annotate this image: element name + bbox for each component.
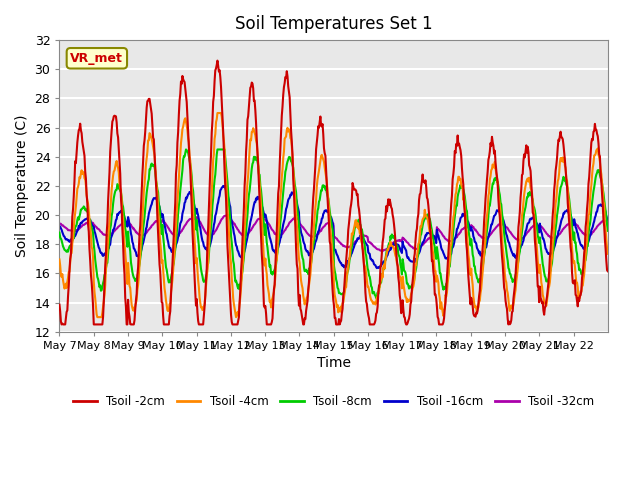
Tsoil -16cm: [269, 248, 277, 253]
Tsoil -8cm: [182, 146, 190, 152]
Text: VR_met: VR_met: [70, 52, 124, 65]
Tsoil -32cm: [378, 248, 386, 254]
Tsoil -8cm: [120, 210, 127, 216]
Line: Tsoil -8cm: Tsoil -8cm: [60, 149, 608, 298]
Tsoil -32cm: [120, 221, 127, 227]
Tsoil -4cm: [250, 125, 257, 131]
Tsoil -4cm: [270, 289, 278, 295]
Tsoil -8cm: [248, 161, 256, 167]
Tsoil -2cm: [56, 302, 63, 308]
Tsoil -8cm: [604, 228, 612, 234]
Tsoil -32cm: [221, 213, 228, 219]
Tsoil -4cm: [93, 314, 101, 320]
Tsoil -8cm: [221, 156, 229, 161]
Tsoil -8cm: [392, 241, 399, 247]
Tsoil -8cm: [269, 269, 277, 275]
Tsoil -4cm: [56, 257, 63, 263]
Tsoil -8cm: [56, 229, 63, 235]
Title: Soil Temperatures Set 1: Soil Temperatures Set 1: [235, 15, 433, 33]
X-axis label: Time: Time: [317, 356, 351, 370]
Tsoil -4cm: [214, 110, 221, 116]
Tsoil -2cm: [121, 272, 129, 277]
Line: Tsoil -2cm: Tsoil -2cm: [60, 60, 608, 324]
Tsoil -32cm: [422, 238, 430, 244]
Tsoil -32cm: [56, 221, 63, 227]
Tsoil -4cm: [422, 213, 430, 219]
Tsoil -16cm: [120, 212, 127, 217]
Line: Tsoil -16cm: Tsoil -16cm: [60, 186, 608, 268]
Tsoil -4cm: [121, 241, 129, 247]
Tsoil -8cm: [372, 295, 380, 301]
Line: Tsoil -32cm: Tsoil -32cm: [60, 215, 608, 251]
Tsoil -2cm: [214, 58, 221, 63]
Tsoil -2cm: [250, 85, 257, 91]
Tsoil -32cm: [248, 225, 256, 230]
Tsoil -2cm: [222, 195, 230, 201]
Line: Tsoil -4cm: Tsoil -4cm: [60, 113, 608, 317]
Tsoil -16cm: [373, 265, 381, 271]
Tsoil -4cm: [222, 173, 230, 179]
Tsoil -32cm: [269, 228, 277, 234]
Y-axis label: Soil Temperature (C): Soil Temperature (C): [15, 115, 29, 257]
Tsoil -16cm: [392, 242, 399, 248]
Tsoil -32cm: [392, 239, 399, 244]
Tsoil -32cm: [604, 219, 612, 225]
Legend: Tsoil -2cm, Tsoil -4cm, Tsoil -8cm, Tsoil -16cm, Tsoil -32cm: Tsoil -2cm, Tsoil -4cm, Tsoil -8cm, Tsoi…: [68, 390, 599, 413]
Tsoil -16cm: [56, 224, 63, 229]
Tsoil -16cm: [248, 209, 256, 215]
Tsoil -2cm: [58, 322, 65, 327]
Tsoil -16cm: [604, 217, 612, 223]
Tsoil -2cm: [604, 268, 612, 274]
Tsoil -4cm: [392, 253, 399, 259]
Tsoil -2cm: [422, 184, 430, 190]
Tsoil -8cm: [422, 216, 430, 221]
Tsoil -16cm: [220, 183, 227, 189]
Tsoil -4cm: [604, 251, 612, 257]
Tsoil -2cm: [392, 238, 399, 244]
Tsoil -2cm: [270, 287, 278, 292]
Tsoil -32cm: [223, 212, 231, 217]
Tsoil -16cm: [221, 185, 229, 191]
Tsoil -16cm: [422, 233, 430, 239]
